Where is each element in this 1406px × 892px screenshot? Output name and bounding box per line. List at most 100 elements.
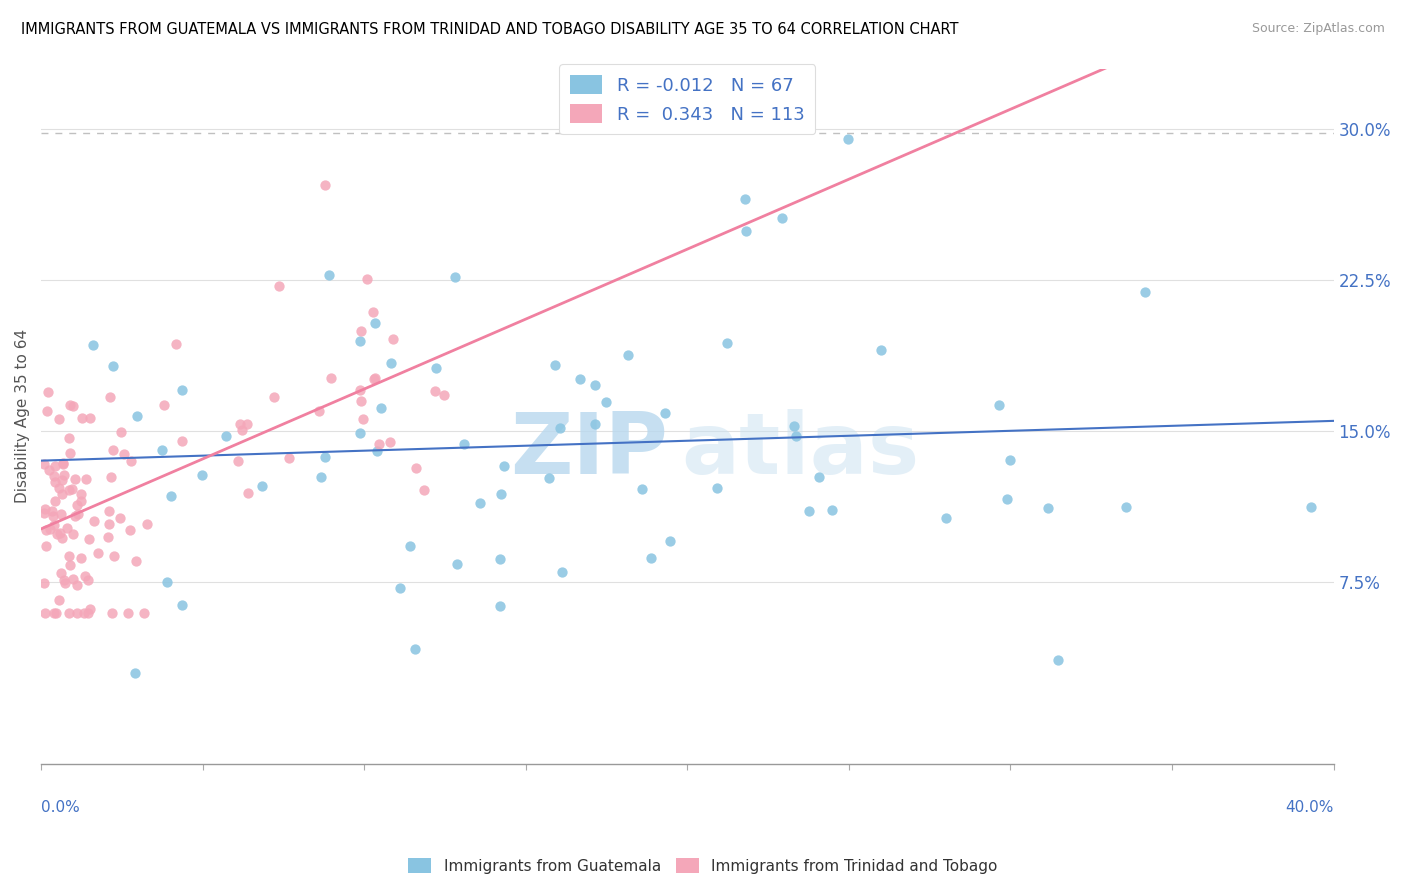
Point [51,531,73,545]
Point [170,434,193,448]
Point [79,532,101,546]
Text: atlas: atlas [681,409,920,492]
Point [76,573,98,587]
Point [617,348,640,362]
Point [735,224,758,238]
Text: IMMIGRANTS FROM GUATEMALA VS IMMIGRANTS FROM TRINIDAD AND TOBAGO DISABILITY AGE : IMMIGRANTS FROM GUATEMALA VS IMMIGRANTS … [21,22,959,37]
Point [349,383,371,397]
Point [65,473,87,487]
Point [318,268,340,283]
Point [86,546,108,560]
Point [370,401,392,416]
Point [35,404,58,418]
Point [97,503,120,517]
Point [550,566,572,580]
Text: 0.0%: 0.0% [41,800,80,815]
Point [350,393,373,408]
Point [44,475,66,490]
Point [53,575,76,590]
Point [658,533,681,548]
Point [433,388,456,402]
Point [34,458,56,472]
Point [44,494,66,508]
Point [49,526,72,541]
Point [62,399,84,413]
Point [356,272,378,286]
Point [269,278,291,293]
Point [349,425,371,440]
Legend: Immigrants from Guatemala, Immigrants from Trinidad and Tobago: Immigrants from Guatemala, Immigrants fr… [402,852,1004,880]
Point [58,483,80,498]
Point [98,390,121,404]
Point [215,428,238,442]
Point [807,470,830,484]
Point [640,550,662,565]
Point [79,411,101,425]
Point [869,343,891,357]
Point [117,606,139,620]
Point [235,417,257,431]
Point [583,417,606,431]
Point [488,599,510,613]
Point [101,359,124,373]
Point [82,338,104,352]
Point [34,506,56,520]
Point [170,383,193,397]
Point [52,457,75,471]
Point [48,482,70,496]
Point [100,470,122,484]
Point [59,398,82,412]
Point [363,372,385,386]
Point [165,337,187,351]
Point [48,411,70,425]
Point [160,490,183,504]
Point [231,424,253,438]
Point [41,508,63,523]
Point [654,406,676,420]
Point [568,372,591,386]
Point [83,514,105,528]
Text: Source: ZipAtlas.com: Source: ZipAtlas.com [1251,22,1385,36]
Point [544,358,567,372]
Point [782,419,804,434]
Point [444,270,467,285]
Point [1299,500,1322,514]
Point [44,606,66,620]
Point [41,504,63,518]
Point [79,602,101,616]
Point [821,503,844,517]
Point [59,446,82,460]
Point [62,526,84,541]
Point [470,496,492,510]
Point [42,469,65,483]
Point [837,132,859,146]
Point [935,511,957,525]
Point [110,425,132,440]
Point [797,503,820,517]
Point [380,435,402,450]
Point [34,575,56,590]
Point [66,606,89,620]
Point [53,467,76,482]
Point [770,211,793,226]
Point [66,577,89,591]
Point [446,558,468,572]
Point [63,508,86,523]
Point [398,539,420,553]
Point [368,436,391,450]
Point [52,456,75,470]
Point [1036,500,1059,515]
Point [72,410,94,425]
Point [112,447,135,461]
Point [136,517,159,532]
Point [361,305,384,319]
Point [60,482,83,496]
Point [489,486,512,500]
Point [39,522,62,536]
Point [49,566,72,581]
Point [125,554,148,568]
Point [734,192,756,206]
Point [98,517,121,532]
Point [404,642,426,657]
Point [125,409,148,424]
